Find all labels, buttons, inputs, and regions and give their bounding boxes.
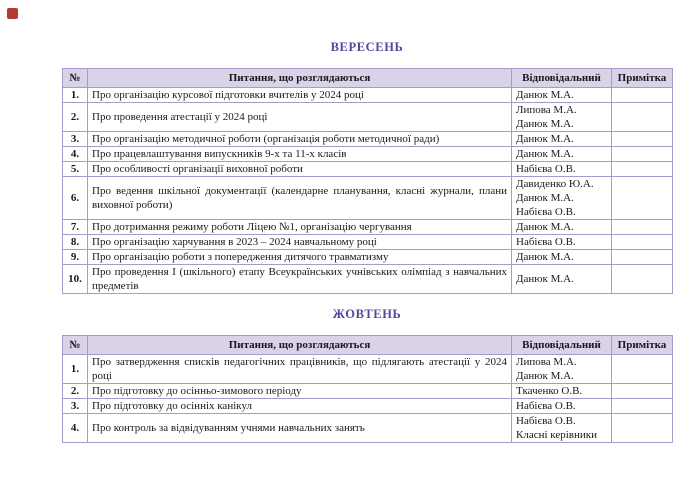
row-number: 2. [62,383,88,399]
row-question: Про організацію методичної роботи (орган… [87,131,512,147]
row-question: Про підготовку до осінніх канікул [87,398,512,414]
section-title-september: ВЕРЕСЕНЬ [330,40,404,54]
row-note [611,102,673,132]
row-number: 4. [62,146,88,162]
row-number: 9. [62,249,88,265]
row-number: 8. [62,234,88,250]
table-row: 7. Про дотримання режиму роботи Ліцею №1… [62,219,673,235]
row-note [611,176,673,220]
row-note [611,264,673,294]
row-responsible: Набієва О.В. Класні керівники [511,413,612,443]
table-row: 2. Про підготовку до осінньо-зимового пе… [62,383,673,399]
row-note [611,249,673,265]
row-note [611,146,673,162]
row-number: 10. [62,264,88,294]
section-title-october: ЖОВТЕНЬ [332,307,402,321]
column-header-responsible: Відповідальний [511,68,612,88]
row-question: Про працевлаштування випускників 9-х та … [87,146,512,162]
column-header-note: Примітка [611,68,673,88]
row-question: Про ведення шкільної документації (кален… [87,176,512,220]
row-note [611,219,673,235]
row-responsible: Липова М.А. Данюк М.А. [511,354,612,384]
table-row: 2. Про проведення атестації у 2024 році … [62,102,673,132]
row-responsible: Данюк М.А. [511,219,612,235]
row-number: 3. [62,398,88,414]
row-responsible: Набієва О.В. [511,398,612,414]
row-responsible: Данюк М.А. [511,131,612,147]
agenda-table-october: № Питання, що розглядаються Відповідальн… [62,335,673,443]
table-row: 5. Про особливості організації виховної … [62,161,673,177]
row-note [611,161,673,177]
row-responsible: Давиденко Ю.А. Данюк М.А. Набієва О.В. [511,176,612,220]
table-row: 4. Про контроль за відвідуванням учнями … [62,413,673,443]
row-responsible: Набієва О.В. [511,234,612,250]
row-question: Про організацію харчування в 2023 – 2024… [87,234,512,250]
column-header-number: № [62,335,88,355]
row-question: Про організацію роботи з попередження ди… [87,249,512,265]
row-responsible: Данюк М.А. [511,249,612,265]
row-number: 3. [62,131,88,147]
document-content: ВЕРЕСЕНЬ № Питання, що розглядаються Від… [62,0,673,443]
row-number: 2. [62,102,88,132]
table-header-row: № Питання, що розглядаються Відповідальн… [62,68,673,88]
table-row: 3. Про організацію методичної роботи (ор… [62,131,673,147]
row-number: 7. [62,219,88,235]
row-number: 6. [62,176,88,220]
table-row: 1. Про затвердження списків педагогічних… [62,354,673,384]
row-number: 5. [62,161,88,177]
row-number: 4. [62,413,88,443]
row-note [611,398,673,414]
row-number: 1. [62,87,88,103]
row-responsible: Данюк М.А. [511,87,612,103]
row-note [611,234,673,250]
row-question: Про підготовку до осінньо-зимового періо… [87,383,512,399]
column-header-number: № [62,68,88,88]
row-responsible: Данюк М.А. [511,264,612,294]
table-row: 9. Про організацію роботи з попередження… [62,249,673,265]
row-note [611,383,673,399]
row-responsible: Набієва О.В. [511,161,612,177]
row-question: Про затвердження списків педагогічних пр… [87,354,512,384]
column-header-question: Питання, що розглядаються [87,335,512,355]
row-question: Про особливості організації виховної роб… [87,161,512,177]
row-question: Про дотримання режиму роботи Ліцею №1, о… [87,219,512,235]
row-question: Про проведення І (шкільного) етапу Всеук… [87,264,512,294]
column-header-note: Примітка [611,335,673,355]
row-note [611,131,673,147]
row-responsible: Ткаченко О.В. [511,383,612,399]
row-responsible: Данюк М.А. [511,146,612,162]
row-note [611,87,673,103]
row-note [611,413,673,443]
row-question: Про контроль за відвідуванням учнями нав… [87,413,512,443]
table-row: 8. Про організацію харчування в 2023 – 2… [62,234,673,250]
table-row: 6. Про ведення шкільної документації (ка… [62,176,673,220]
row-question: Про організацію курсової підготовки вчит… [87,87,512,103]
table-row: 3. Про підготовку до осінніх канікул Наб… [62,398,673,414]
table-row: 1. Про організацію курсової підготовки в… [62,87,673,103]
row-number: 1. [62,354,88,384]
row-responsible: Липова М.А. Данюк М.А. [511,102,612,132]
table-row: 10. Про проведення І (шкільного) етапу В… [62,264,673,294]
table-header-row: № Питання, що розглядаються Відповідальн… [62,335,673,355]
row-note [611,354,673,384]
column-header-responsible: Відповідальний [511,335,612,355]
agenda-table-september: № Питання, що розглядаються Відповідальн… [62,68,673,294]
column-header-question: Питання, що розглядаються [87,68,512,88]
row-question: Про проведення атестації у 2024 році [87,102,512,132]
table-row: 4. Про працевлаштування випускників 9-х … [62,146,673,162]
red-marker-icon [7,8,18,19]
